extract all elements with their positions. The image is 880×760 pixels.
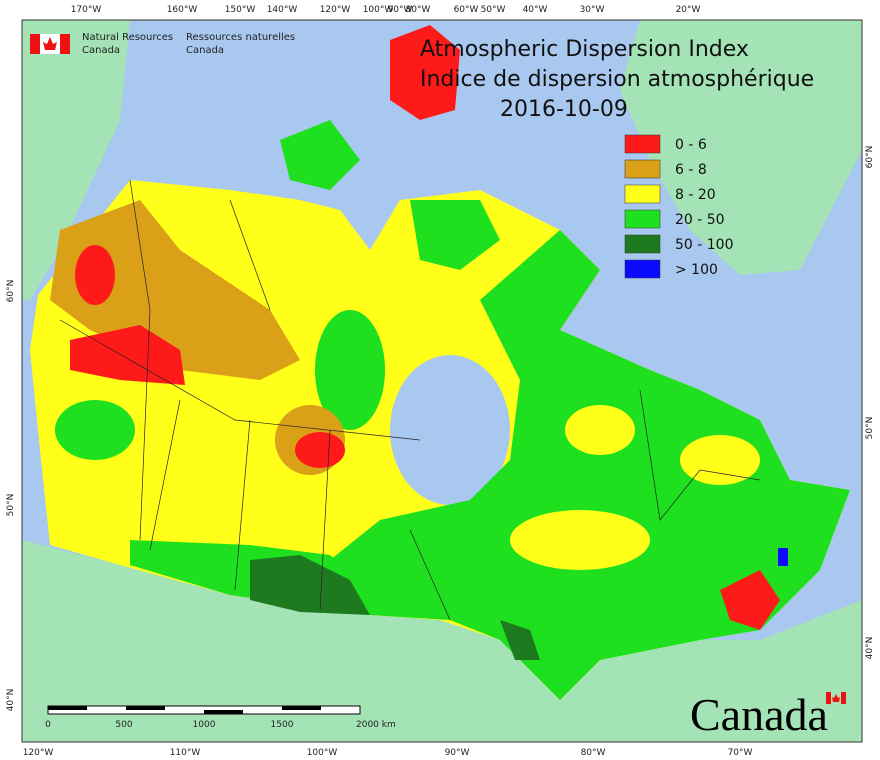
hudson-bay <box>390 355 510 505</box>
bottom-tick-label: 120°W <box>23 748 54 758</box>
bottom-tick-label: 80°W <box>581 748 606 758</box>
bottom-tick-label: 100°W <box>307 748 338 758</box>
top-tick-label: 40°W <box>523 5 548 15</box>
legend-label: 20 - 50 <box>675 212 725 228</box>
wordmark-text: Canada <box>690 689 828 740</box>
blue-newfoundland <box>778 548 788 566</box>
agency-text: Canada <box>186 45 224 56</box>
top-tick-label: 140°W <box>267 5 298 15</box>
legend-swatch <box>624 159 661 179</box>
flag-leaf <box>832 694 840 702</box>
red-yukon <box>75 245 115 305</box>
flag-bar <box>841 692 846 704</box>
top-tick-label: 80°W <box>406 5 431 15</box>
left-tick-label: 40°N <box>6 689 16 712</box>
province-borders <box>59 179 761 621</box>
top-tick-label: 90°W <box>388 5 413 15</box>
wordmark: Canada <box>690 689 846 740</box>
green-bc <box>55 400 135 460</box>
scale-seg <box>126 706 165 710</box>
legend: 0 - 6 6 - 8 8 - 20 20 - 50 50 - 100 > 100 <box>624 134 734 279</box>
agency-header: Natural Resources Canada Ressources natu… <box>30 32 295 56</box>
date: 2016-10-09 <box>500 97 628 122</box>
top-tick-label: 20°W <box>676 5 701 15</box>
flag-bar <box>826 692 831 704</box>
legend-swatch <box>624 209 661 229</box>
scale-seg <box>48 706 87 710</box>
scale-label: 2000 km <box>356 720 396 730</box>
legend-swatch <box>624 259 661 279</box>
red-sask <box>295 432 345 468</box>
red-ellesmere <box>390 25 460 120</box>
legend-label: 8 - 20 <box>675 187 716 203</box>
top-tick-label: 160°W <box>167 5 198 15</box>
top-tick-label: 170°W <box>71 5 102 15</box>
scale-label: 500 <box>115 720 132 730</box>
axis-labels: 170°W 160°W 150°W 140°W 120°W 100°W90°W80°W 60… <box>6 5 875 758</box>
bottom-tick-label: 90°W <box>445 748 470 758</box>
legend-swatch <box>624 234 661 254</box>
top-tick-label: 100°W <box>363 5 394 15</box>
yellow-labrador <box>680 435 760 485</box>
legend-swatch <box>624 184 661 204</box>
agency-text: Natural Resources <box>82 32 173 43</box>
darkgreen-ontario <box>500 620 540 660</box>
left-tick-label: 60°N <box>6 280 16 303</box>
red-nw <box>70 325 185 385</box>
agency-text: Canada <box>82 45 120 56</box>
scale-seg <box>282 706 321 710</box>
top-tick-label: 150°W <box>225 5 256 15</box>
green-baffin <box>410 200 500 270</box>
agency-text: Ressources naturelles <box>186 32 295 43</box>
left-tick-label: 50°N <box>6 494 16 517</box>
legend-label: 6 - 8 <box>675 162 707 178</box>
top-tick-label: 120°W <box>320 5 351 15</box>
greenland <box>620 20 862 275</box>
top-tick-label: 30°W <box>580 5 605 15</box>
green-arctic <box>280 120 360 190</box>
map-frame <box>21 19 863 743</box>
title: Atmospheric Dispersion Index <box>420 37 749 62</box>
map-area <box>22 20 862 742</box>
green-east <box>330 230 850 700</box>
scale-label: 1000 <box>193 720 216 730</box>
yellow-quebec <box>565 405 635 455</box>
red-maritimes <box>720 570 780 630</box>
green-west-hudson <box>315 310 385 430</box>
yellow-south-quebec <box>510 510 650 570</box>
bottom-tick-label: 70°W <box>728 748 753 758</box>
scale-bar: 0 500 1000 1500 2000 km <box>45 705 396 730</box>
right-tick-label: 60°N <box>865 146 875 169</box>
top-tick-label: 50°W <box>481 5 506 15</box>
right-tick-label: 40°N <box>865 637 875 660</box>
bottom-tick-label: 110°W <box>170 748 201 758</box>
legend-label: 0 - 6 <box>675 137 707 153</box>
right-tick-label: 50°N <box>865 417 875 440</box>
scale-label: 1500 <box>271 720 294 730</box>
legend-swatch <box>624 134 661 154</box>
flag-leaf <box>43 37 57 50</box>
scale-seg <box>204 710 243 714</box>
title: Indice de dispersion atmosphérique <box>420 67 814 92</box>
scale-label: 0 <box>45 720 51 730</box>
top-tick-label: 60°W <box>454 5 479 15</box>
alaska <box>22 20 130 300</box>
flag-bar <box>60 34 70 54</box>
legend-label: 50 - 100 <box>675 237 734 253</box>
darkgreen-south <box>250 555 370 615</box>
flag-bar <box>30 34 40 54</box>
legend-label: > 100 <box>675 262 718 278</box>
united-states <box>22 540 862 742</box>
